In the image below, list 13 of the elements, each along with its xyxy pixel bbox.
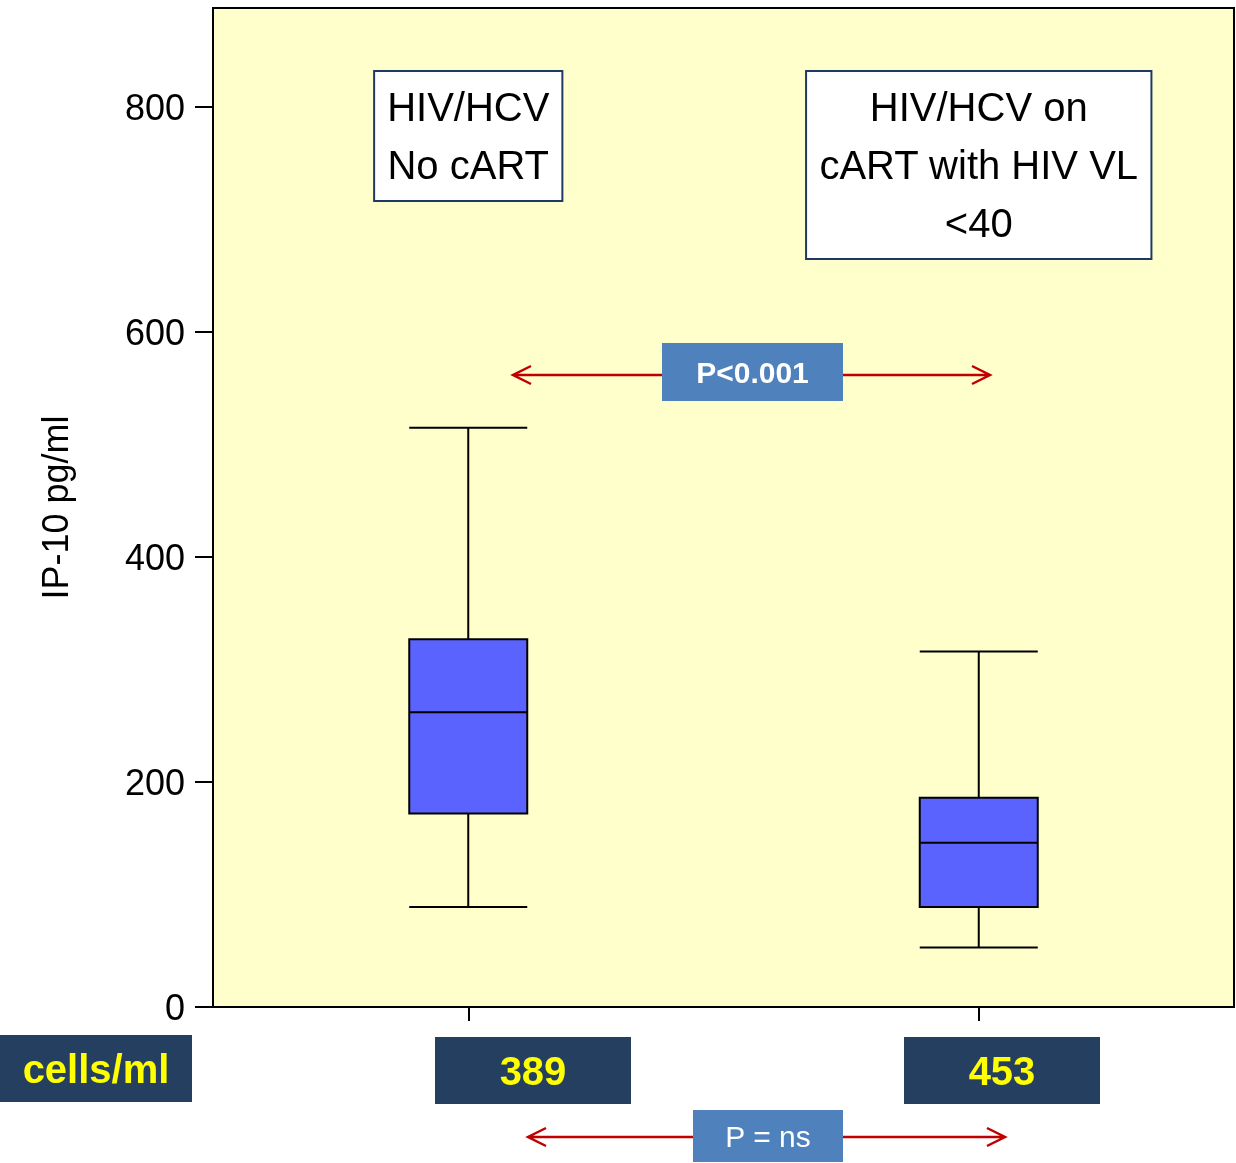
y-tick-label: 0 — [164, 986, 185, 1028]
y-tick-label: 600 — [124, 311, 185, 353]
text: cells/ml — [22, 1046, 170, 1091]
y-tick-label: 200 — [124, 761, 185, 803]
text: 389 — [499, 1048, 567, 1093]
text: 453 — [968, 1048, 1036, 1093]
annotation: P<0.001 — [696, 355, 809, 389]
x-tick-label: HIV/HCV on cART with HIV VL <40 — [819, 85, 1139, 245]
y-tick-label: 400 — [124, 536, 185, 578]
text: P = ns — [725, 1119, 811, 1153]
x-tick-label: HIV/HCV No cART — [387, 85, 550, 187]
y-tick-label: 800 — [124, 86, 185, 128]
y-axis-title: IP-10 pg/ml — [34, 415, 76, 600]
